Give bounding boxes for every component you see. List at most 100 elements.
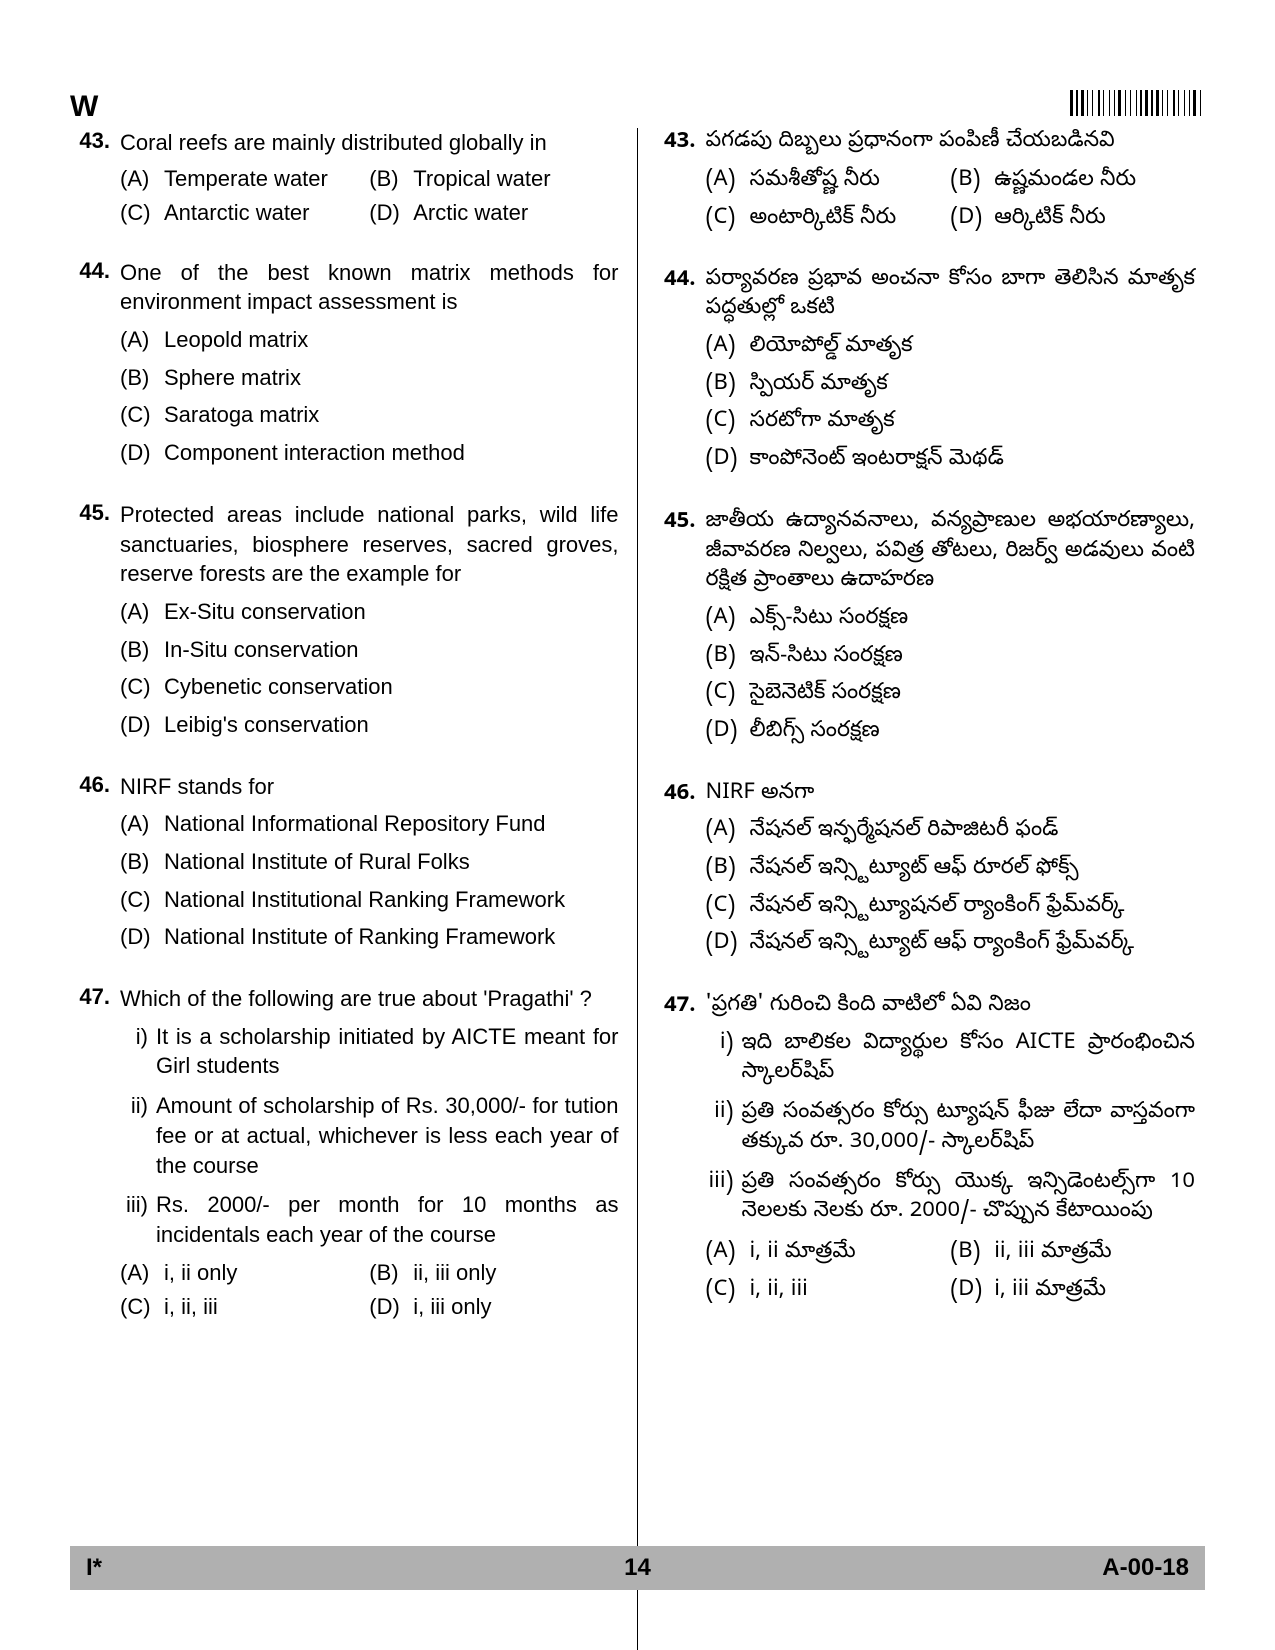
option-label: (C)	[706, 204, 750, 234]
question-text: NIRF అనగా	[706, 780, 1196, 810]
option-label: (A)	[706, 333, 750, 363]
option: (A)Temperate water	[120, 166, 369, 192]
option-text: ఎక్స్-సిటు సంరక్షణ	[750, 605, 1196, 635]
option-text: Cybenetic conservation	[164, 672, 619, 702]
option-text: నేషనల్ ఇన్స్టిట్యూట్ ఆఫ్ రూరల్ ఫోక్స్	[750, 855, 1196, 885]
option-label: (A)	[120, 325, 164, 355]
option-text: సరటోగా మాతృక	[750, 408, 1196, 438]
option-label: (B)	[706, 371, 750, 401]
subitem-text: Amount of scholarship of Rs. 30,000/- fo…	[156, 1091, 619, 1180]
right-question-2: 45.జాతీయ ఉద్యానవనాలు, వన్యప్రాణుల అభయారణ…	[656, 508, 1196, 756]
option-label: (C)	[120, 200, 164, 226]
option-label: (B)	[950, 1238, 994, 1268]
subitem: ii)ప్రతి సంవత్సరం కోర్సు ట్యూషన్ ఫీజు లే…	[706, 1099, 1196, 1158]
option-label: (B)	[369, 1260, 413, 1286]
option-label: (A)	[120, 166, 164, 192]
option: (C)i, ii, iii	[706, 1276, 951, 1306]
question-options: (A)నేషనల్ ఇన్ఫర్మేషనల్ రిపాజిటరీ ఫండ్(B)…	[706, 817, 1196, 960]
subitem-label: i)	[120, 1022, 156, 1081]
question-text: NIRF stands for	[120, 772, 619, 802]
option: (B)స్పియర్ మాతృక	[706, 371, 1196, 401]
option: (C)Saratoga matrix	[120, 400, 619, 430]
left-question-0: 43.Coral reefs are mainly distributed gl…	[70, 128, 619, 234]
option: (D)నేషనల్ ఇన్స్టిట్యూట్ ఆఫ్ ర్యాంకింగ్ ఫ…	[706, 930, 1196, 960]
left-question-1: 44.One of the best known matrix methods …	[70, 258, 619, 476]
option-label: (D)	[706, 718, 750, 748]
option: (A)i, ii only	[120, 1260, 369, 1286]
option-label: (A)	[706, 605, 750, 635]
option-label: (C)	[706, 680, 750, 710]
question-number: 43.	[656, 128, 706, 242]
option-label: (D)	[706, 930, 750, 960]
content-columns: 43.Coral reefs are mainly distributed gl…	[70, 128, 1205, 1650]
option-text: National Informational Repository Fund	[164, 809, 619, 839]
option-row: (A)సమశీతోష్ణ నీరు(B)ఉష్ణమండల నీరు	[706, 166, 1196, 196]
subitem-label: ii)	[706, 1099, 742, 1158]
option-text: Sphere matrix	[164, 363, 619, 393]
option-text: నేషనల్ ఇన్స్టిట్యూట్ ఆఫ్ ర్యాంకింగ్ ఫ్రే…	[750, 930, 1196, 960]
option-text: కాంపోనెంట్ ఇంటరాక్షన్ మెథడ్	[750, 446, 1196, 476]
question-body: Coral reefs are mainly distributed globa…	[120, 128, 619, 234]
question-body: NIRF అనగా (A)నేషనల్ ఇన్ఫర్మేషనల్ రిపాజిటర…	[706, 780, 1196, 968]
option-text: నేషనల్ ఇన్ఫర్మేషనల్ రిపాజిటరీ ఫండ్	[750, 817, 1196, 847]
option: (D)లీబిగ్స్ సంరక్షణ	[706, 718, 1196, 748]
option-text: National Institute of Rural Folks	[164, 847, 619, 877]
option: (A)Leopold matrix	[120, 325, 619, 355]
footer-right: A-00-18	[821, 1554, 1189, 1582]
left-question-4: 47.Which of the following are true about…	[70, 984, 619, 1328]
question-number: 43.	[70, 128, 120, 234]
question-options: (A)ఎక్స్-సిటు సంరక్షణ(B)ఇన్-సిటు సంరక్షణ…	[706, 605, 1196, 748]
option-label: (C)	[120, 400, 164, 430]
option: (C)Antarctic water	[120, 200, 369, 226]
option-text: In-Situ conservation	[164, 635, 619, 665]
subitem-text: It is a scholarship initiated by AICTE m…	[156, 1022, 619, 1081]
option-text: సైబెనెటిక్ సంరక్షణ	[750, 680, 1196, 710]
option-text: లీబిగ్స్ సంరక్షణ	[750, 718, 1196, 748]
question-number: 46.	[656, 780, 706, 968]
option-text: Leibig's conservation	[164, 710, 619, 740]
option: (D)Leibig's conservation	[120, 710, 619, 740]
option: (C)i, ii, iii	[120, 1294, 369, 1320]
option-text: i, ii, iii	[750, 1276, 951, 1306]
option: (B)National Institute of Rural Folks	[120, 847, 619, 877]
option: (D)Arctic water	[369, 200, 618, 226]
footer-left: I*	[86, 1554, 454, 1582]
option-label: (C)	[706, 893, 750, 923]
option: (D)ఆర్కిటిక్ నీరు	[950, 204, 1195, 234]
option: (C)నేషనల్ ఇన్స్టిట్యూషనల్ ర్యాంకింగ్ ఫ్ర…	[706, 893, 1196, 923]
option-label: (D)	[950, 204, 994, 234]
question-options: (A)National Informational Repository Fun…	[120, 809, 619, 952]
left-column: 43.Coral reefs are mainly distributed gl…	[70, 128, 638, 1650]
option: (D)i, iii only	[369, 1294, 618, 1320]
option-text: i, iii మాత్రమే	[994, 1276, 1195, 1306]
option-row: (C)i, ii, iii(D)i, iii only	[120, 1294, 619, 1320]
option-text: Tropical water	[413, 166, 618, 192]
question-text: Which of the following are true about 'P…	[120, 984, 619, 1014]
option-text: ఇన్-సిటు సంరక్షణ	[750, 643, 1196, 673]
option-text: Leopold matrix	[164, 325, 619, 355]
question-subitems: i)ఇది బాలికల విద్యార్థుల కోసం AICTE ప్రా…	[706, 1030, 1196, 1228]
option-label: (B)	[120, 847, 164, 877]
question-body: One of the best known matrix methods for…	[120, 258, 619, 476]
question-number: 47.	[656, 992, 706, 1314]
question-subitems: i)It is a scholarship initiated by AICTE…	[120, 1022, 619, 1250]
option: (B)Sphere matrix	[120, 363, 619, 393]
option: (C)National Institutional Ranking Framew…	[120, 885, 619, 915]
option-text: Antarctic water	[164, 200, 369, 226]
option: (B)ii, iii only	[369, 1260, 618, 1286]
option-label: (C)	[120, 1294, 164, 1320]
option: (A)లియోపోల్డ్ మాతృక	[706, 333, 1196, 363]
option-label: (A)	[120, 1260, 164, 1286]
question-body: Which of the following are true about 'P…	[120, 984, 619, 1328]
option-text: అంటార్కిటిక్ నీరు	[750, 204, 951, 234]
option-text: i, ii మాత్రమే	[750, 1238, 951, 1268]
subitem-label: i)	[706, 1030, 742, 1089]
question-number: 47.	[70, 984, 120, 1328]
question-body: Protected areas include national parks, …	[120, 500, 619, 748]
right-column: 43.పగడపు దిబ్బలు ప్రధానంగా పంపిణీ చేయబడి…	[638, 128, 1206, 1650]
option-text: Ex-Situ conservation	[164, 597, 619, 627]
option-text: Arctic water	[413, 200, 618, 226]
subitem-text: ఇది బాలికల విద్యార్థుల కోసం AICTE ప్రారం…	[742, 1030, 1196, 1089]
subitem-text: ప్రతి సంవత్సరం కోర్సు ట్యూషన్ ఫీజు లేదా …	[742, 1099, 1196, 1158]
page-header: W	[70, 90, 1205, 124]
